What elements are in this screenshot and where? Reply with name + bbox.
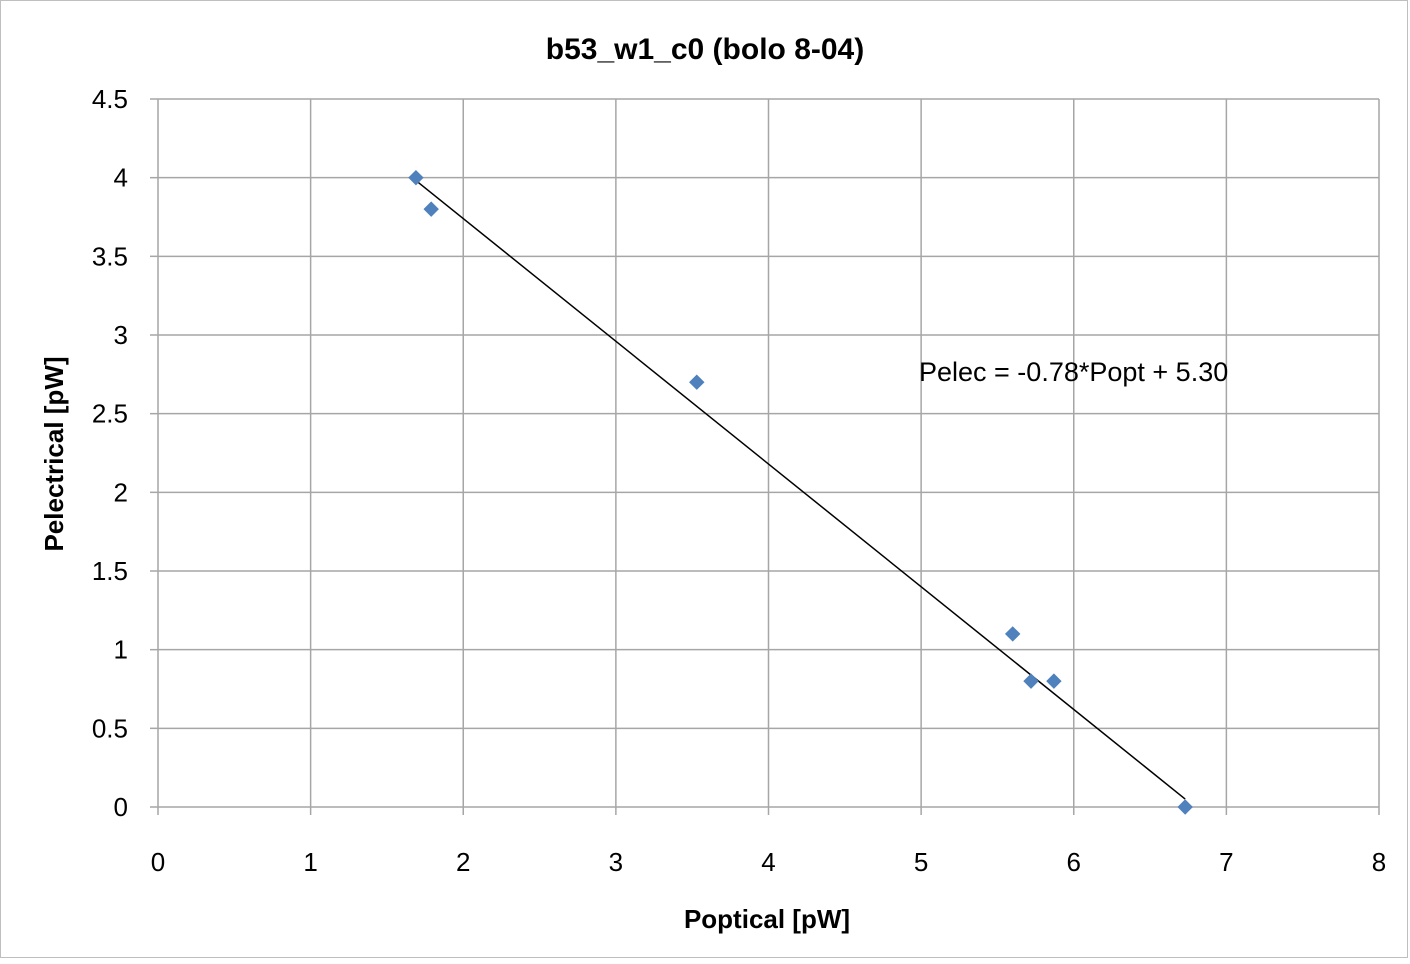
data-point <box>1177 799 1193 815</box>
x-tick-label: 5 <box>914 847 928 877</box>
data-point <box>408 169 424 186</box>
y-tick-label: 4.5 <box>92 84 128 114</box>
x-tick-label: 8 <box>1372 847 1386 877</box>
x-tick-label: 0 <box>151 847 165 877</box>
y-tick-label: 2 <box>114 477 128 507</box>
trendline-equation: Pelec = -0.78*Popt + 5.30 <box>919 357 1228 387</box>
trendline <box>415 179 1186 800</box>
x-tick-label: 2 <box>456 847 470 877</box>
tick-labels: 0 1 2 3 4 5 6 7 8 0 0.5 1 1.5 2 2.5 3 3.5 4 4.5 <box>92 84 1386 877</box>
x-tick-label: 7 <box>1219 847 1233 877</box>
data-point <box>1023 673 1039 689</box>
y-tick-label: 0 <box>114 792 128 822</box>
y-tick-label: 2.5 <box>92 399 128 429</box>
y-tick-label: 3.5 <box>92 241 128 271</box>
y-tick-label: 4 <box>114 163 128 193</box>
x-tick-label: 6 <box>1067 847 1081 877</box>
x-tick-label: 1 <box>303 847 317 877</box>
data-points <box>408 169 1193 815</box>
x-axis-title: Poptical [pW] <box>684 904 850 934</box>
axes <box>150 98 1380 815</box>
data-point <box>1046 673 1062 689</box>
data-point <box>423 201 439 217</box>
y-tick-label: 1 <box>114 635 128 665</box>
x-tick-label: 3 <box>609 847 623 877</box>
y-tick-label: 1.5 <box>92 556 128 586</box>
y-tick-label: 3 <box>114 320 128 350</box>
trendline-group <box>415 179 1186 800</box>
chart-title: b53_w1_c0 (bolo 8-04) <box>546 33 864 66</box>
y-axis-title: Pelectrical [pW] <box>39 356 69 551</box>
data-point <box>1004 626 1021 642</box>
x-tick-label: 4 <box>761 847 775 877</box>
data-point <box>689 374 705 390</box>
gridlines <box>158 98 1380 807</box>
y-tick-label: 0.5 <box>92 713 128 743</box>
